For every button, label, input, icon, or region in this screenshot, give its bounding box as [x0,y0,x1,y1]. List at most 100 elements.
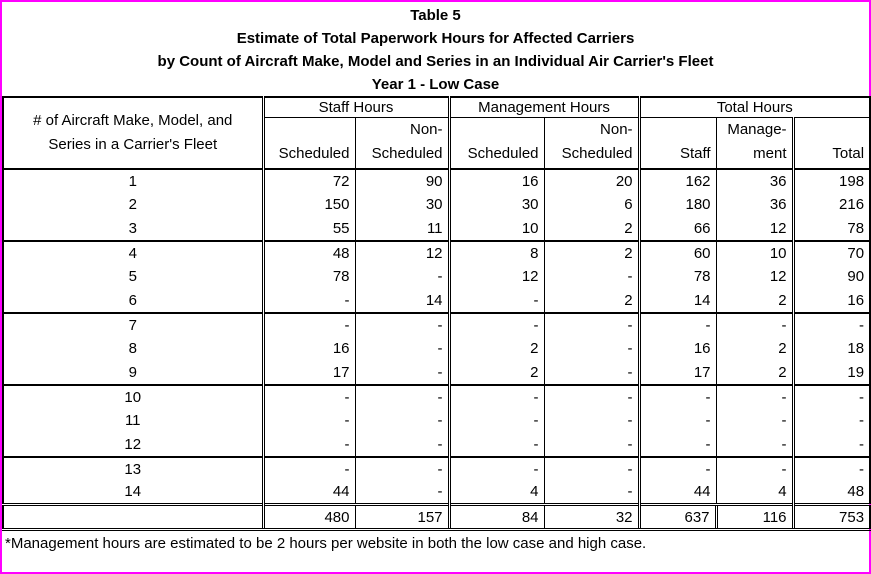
fleet-count-cell: 8 [128,340,137,357]
totals-value-cell: 753 [791,503,871,531]
table-row: 12- - - - - - - [3,432,871,458]
value-cell: 12 [447,264,545,289]
value-cell: - [791,384,871,409]
value-cell: 72 [261,168,355,193]
value-cell: - [637,384,717,409]
value-cell: - [447,408,545,433]
value-cell: - [637,408,717,433]
value-cell: 18 [791,336,871,361]
value-cell: 17 [637,360,717,386]
total-hours-group-header: Total Hours [637,97,871,118]
totals-value-cell: 637 [637,503,717,531]
value-cell: 8 [447,240,545,265]
management-nonscheduled-header: Non- Scheduled [543,117,640,170]
fleet-count-cell: 14 [124,483,142,501]
total-total-header: Total [791,117,871,170]
management-hours-group-header: Management Hours [447,97,640,118]
value-cell: 2 [543,216,640,242]
totals-value-cell: 32 [543,503,640,531]
value-cell: 55 [261,216,355,242]
value-cell: - [543,312,640,337]
fleet-count-cell: 12 [3,432,263,458]
sub-header-row: Scheduled Non- Scheduled Scheduled Non- … [3,117,871,170]
fleet-count-cell: 11 [124,412,141,429]
value-cell: - [715,312,794,337]
table-header: # of Aircraft Make, Model, and Series in… [3,97,871,170]
value-cell: 48 [261,240,355,265]
value-cell: - [261,384,355,409]
value-cell: 2 [447,360,545,386]
table-row: 7------- [3,312,871,337]
value-cell: 14 [637,288,717,314]
totals-row: 480 157 84 32 637 116 753 [3,503,871,531]
value-cell: 44 [637,480,717,505]
table-title-block: Table 5 Estimate of Total Paperwork Hour… [2,2,869,96]
fleet-count-cell: 13 [124,460,142,478]
value-cell: - [543,456,640,481]
value-cell: 36 [715,168,794,193]
value-cell: - [715,408,794,433]
table-row: 1 72 90 16 20 162 36 198 [3,168,871,193]
value-cell: 150 [261,192,355,217]
fleet-count-cell: 7 [128,316,137,334]
table-number: Table 5 [410,7,461,24]
totals-value-cell: 84 [447,503,545,531]
value-cell: 16 [637,336,717,361]
value-cell: - [261,408,355,433]
value-cell: 66 [637,216,717,242]
value-cell: - [354,312,450,337]
value-cell: 2 [543,240,640,265]
footnote: *Management hours are estimated to be 2 … [5,535,647,552]
value-cell: 78 [637,264,717,289]
value-cell: - [261,432,355,458]
fleet-count-cell: 10 [124,388,142,406]
fleet-count-cell: 6 [3,288,263,314]
value-cell: - [447,432,545,458]
paperwork-hours-table: # of Aircraft Make, Model, and Series in… [2,96,871,531]
staff-nonscheduled-header: Non- Scheduled [354,117,450,170]
value-cell: - [543,336,640,361]
fleet-count-cell: 2 [128,196,137,213]
value-cell: 90 [354,168,450,193]
value-cell: 36 [715,192,794,217]
table-row: 2 150 30 30 6 180 36 216 [3,192,871,217]
value-cell: 10 [447,216,545,242]
value-cell: - [261,312,355,337]
table-row: 14 44-4-44 4 48 [3,480,871,505]
value-cell: 14 [354,288,450,314]
table-row: 11- - - - - - - [3,408,871,433]
table-row: 9 17-2-17 2 19 [3,360,871,386]
value-cell: 4 [715,480,794,505]
value-cell: - [354,432,450,458]
value-cell: 4 [447,480,545,505]
table-row: 10- - - - - - - [3,384,871,409]
value-cell: 2 [543,288,640,314]
table-row: 13- - - - - - - [3,456,871,481]
value-cell: 198 [791,168,871,193]
table-row: 8 16-2-16 2 18 [3,336,871,361]
table-row: 4 48 12 8 2 60 10 70 [3,240,871,265]
table-row: 5 78-12-78 12 90 [3,264,871,289]
value-cell: 2 [715,360,794,386]
fleet-count-cell: 4 [128,244,137,262]
table-body: 1 72 90 16 20 162 36 198 2 150 30 30 6 180 36 216 3 55 11 1… [3,168,871,531]
value-cell: - [354,480,450,505]
value-cell: 48 [791,480,871,505]
value-cell: 16 [447,168,545,193]
value-cell: 12 [354,240,450,265]
value-cell: - [543,432,640,458]
fleet-count-cell: 5 [128,268,137,285]
value-cell: - [791,312,871,337]
value-cell: - [261,456,355,481]
value-cell: 162 [637,168,717,193]
value-cell: 78 [791,216,871,242]
value-cell: - [791,408,871,433]
value-cell: 12 [715,264,794,289]
totals-value-cell: 116 [714,503,794,531]
fleet-count-cell: 9 [3,360,263,386]
value-cell: - [354,360,450,386]
value-cell: - [261,288,355,314]
value-cell: 6 [543,192,640,217]
table-row: 6-14-2 14 2 16 [3,288,871,314]
